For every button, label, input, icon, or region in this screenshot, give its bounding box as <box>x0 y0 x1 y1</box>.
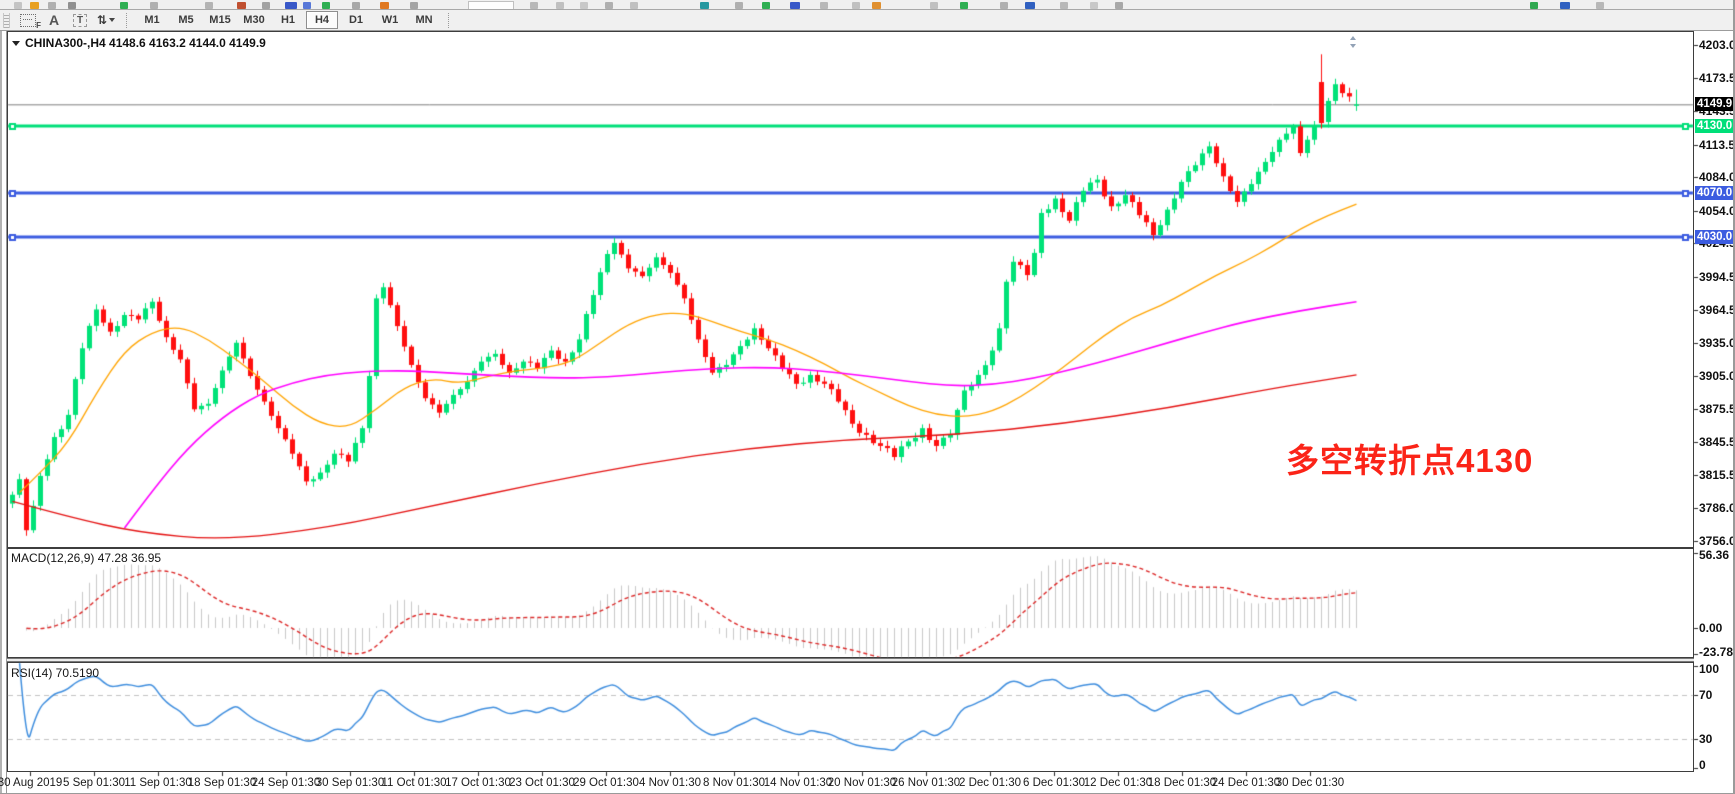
toolbar-icon-fragment[interactable] <box>580 2 588 9</box>
font-tool[interactable]: A <box>43 11 65 30</box>
toolbar-icon-fragment[interactable] <box>872 2 881 9</box>
toolbar-icon-fragment[interactable] <box>530 2 538 9</box>
text-label-tool[interactable]: T <box>69 11 91 30</box>
toolbar-icon-fragment[interactable] <box>790 2 800 9</box>
arrows-icon: ⇅ <box>96 13 108 27</box>
timeframe-button-h4[interactable]: H4 <box>306 11 338 29</box>
toolbar-icon-fragment[interactable] <box>605 2 613 9</box>
toolbar-separator <box>126 12 128 28</box>
toolbar-icon-fragment[interactable] <box>1090 2 1098 9</box>
timeframe-button-m30[interactable]: M30 <box>243 14 265 26</box>
window-toolbar-clipped <box>0 0 1733 10</box>
toolbar-icon-fragment[interactable] <box>410 2 418 9</box>
toolbar-icon-fragment[interactable] <box>556 2 564 9</box>
letter-a-icon: A <box>48 12 60 28</box>
toolbar-icon-fragment[interactable] <box>1000 2 1008 9</box>
timeframe-group: M1 M5 M15 M30 H1 H4 D1 W1 MN <box>135 11 441 29</box>
chevron-down-icon <box>109 18 116 22</box>
toolbar-icon-fragment[interactable] <box>930 2 938 9</box>
toolbar-icon-fragment[interactable] <box>1115 2 1123 9</box>
timeframe-button-m1[interactable]: M1 <box>144 14 160 26</box>
text-t-icon: T <box>72 13 88 27</box>
toolbar-icon-fragment[interactable] <box>700 2 709 9</box>
toolbar-drag-grip[interactable] <box>3 12 10 28</box>
toolbar-icon-fragment[interactable] <box>735 2 743 9</box>
toolbar-icon-fragment[interactable] <box>48 2 56 9</box>
timeframe-button-m5[interactable]: M5 <box>178 14 194 26</box>
toolbar-icon-fragment[interactable] <box>762 2 770 9</box>
toolbar-icon-fragment[interactable] <box>237 2 246 9</box>
toolbar-icon-fragment[interactable] <box>1560 2 1570 9</box>
toolbar-icon-fragment[interactable] <box>1596 2 1604 9</box>
toolbar-icon-fragment[interactable] <box>322 2 330 9</box>
chart-toolbar: F A T ⇅ M1 M5 M15 M30 H1 H4 D1 W1 MN <box>0 10 1733 31</box>
timeframe-button-w1[interactable]: W1 <box>381 14 399 26</box>
arrows-tool[interactable]: ⇅ <box>95 11 117 30</box>
timeframe-button-d1[interactable]: D1 <box>348 14 364 26</box>
toolbar-icon-fragment[interactable] <box>120 2 128 9</box>
toolbar-icon-fragment[interactable] <box>303 2 311 9</box>
toolbar-icon-fragment[interactable] <box>852 2 860 9</box>
toolbar-icon-fragment[interactable] <box>68 2 76 9</box>
toolbar-icon-fragment[interactable] <box>1025 2 1035 9</box>
timeframe-button-m15[interactable]: M15 <box>209 14 231 26</box>
toolbar-icon-fragment[interactable] <box>1060 2 1068 9</box>
toolbar-box-fragment <box>468 1 514 9</box>
toolbar-icon-fragment[interactable] <box>820 2 828 9</box>
toolbar-icon-fragment[interactable] <box>262 2 270 9</box>
toolbar-icon-fragment[interactable] <box>630 2 638 9</box>
toolbar-icon-fragment[interactable] <box>960 2 968 9</box>
toolbar-separator <box>448 12 450 28</box>
timeframe-button-h1[interactable]: H1 <box>280 14 296 26</box>
toolbar-icon-fragment[interactable] <box>352 2 360 9</box>
toolbar-icon-fragment[interactable] <box>380 2 389 9</box>
toolbar-icon-fragment[interactable] <box>14 2 22 9</box>
toolbar-icon-fragment[interactable] <box>1530 2 1538 9</box>
indicator-grid-tool[interactable]: F <box>17 11 41 30</box>
grid-f-icon: F <box>20 13 41 30</box>
toolbar-icon-fragment[interactable] <box>150 2 158 9</box>
timeframe-button-mn[interactable]: MN <box>415 14 433 26</box>
toolbar-icon-fragment[interactable] <box>30 2 39 9</box>
toolbar-icon-fragment[interactable] <box>205 2 213 9</box>
toolbar-icon-fragment[interactable] <box>285 2 297 9</box>
